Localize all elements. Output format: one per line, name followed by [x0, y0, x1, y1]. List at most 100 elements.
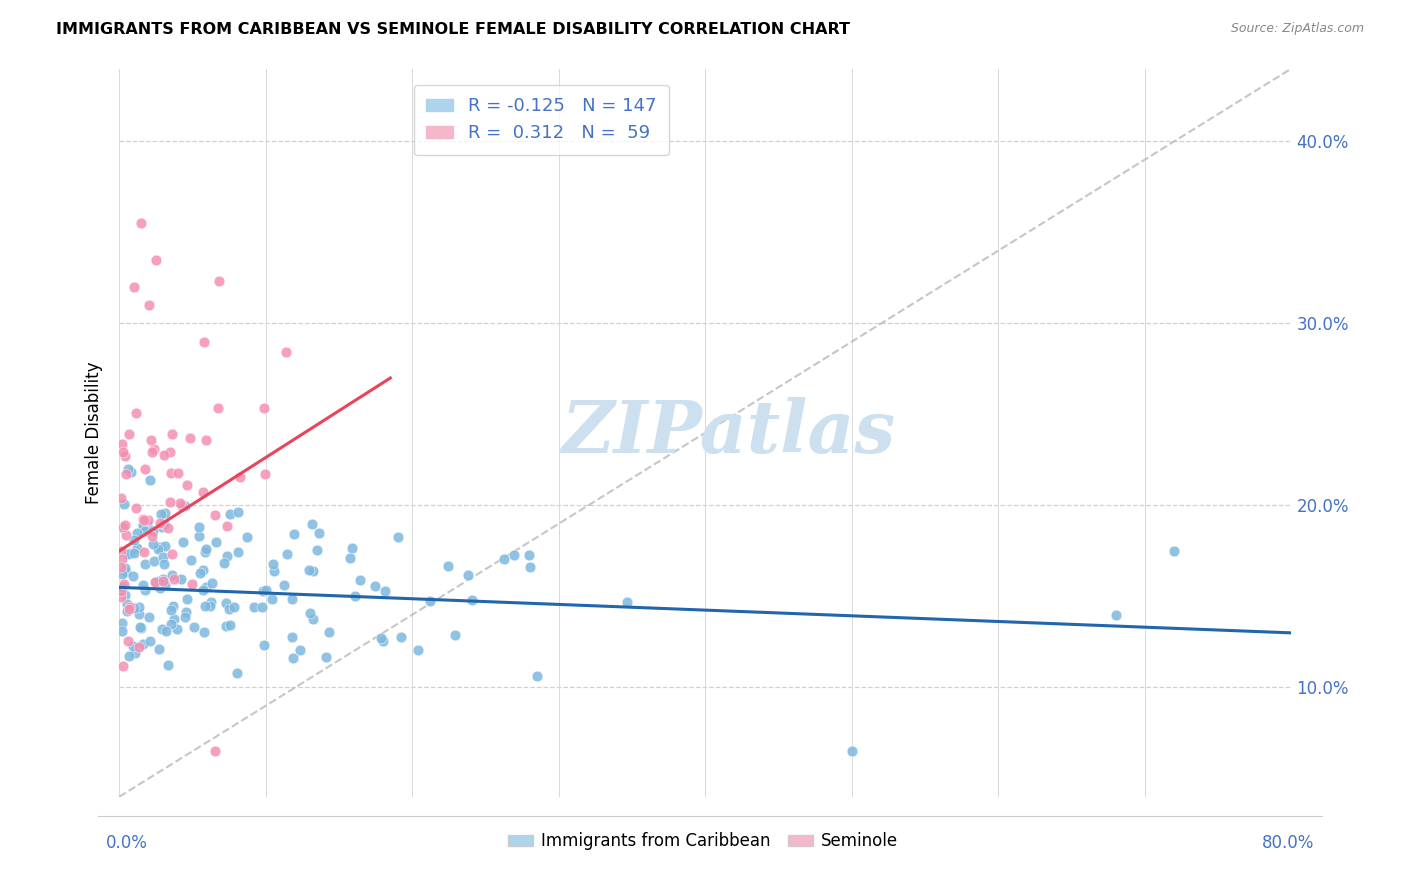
- Point: [444, 628, 467, 642]
- Point: [129, 622, 152, 636]
- Point: [120, 600, 142, 615]
- Point: [173, 610, 195, 624]
- Point: [162, 599, 184, 613]
- Point: [122, 545, 145, 559]
- Point: [342, 541, 364, 556]
- Text: 0.0%: 0.0%: [105, 834, 148, 852]
- Point: [132, 517, 155, 532]
- Point: [235, 530, 257, 544]
- Point: [155, 624, 177, 639]
- Point: [179, 431, 201, 445]
- Point: [110, 560, 132, 574]
- Y-axis label: Female Disability: Female Disability: [86, 361, 103, 504]
- Point: [125, 500, 148, 515]
- Point: [112, 445, 135, 459]
- Point: [191, 484, 214, 499]
- Point: [841, 744, 863, 758]
- Point: [222, 600, 245, 615]
- Point: [132, 637, 155, 651]
- Point: [288, 642, 311, 657]
- Point: [207, 401, 229, 415]
- Point: [114, 588, 136, 602]
- Point: [204, 508, 226, 522]
- Point: [118, 601, 141, 615]
- Point: [517, 548, 540, 562]
- Point: [170, 499, 193, 513]
- Point: [205, 535, 228, 549]
- Point: [125, 406, 148, 420]
- Point: [160, 617, 183, 632]
- Point: [117, 634, 139, 648]
- Point: [110, 544, 132, 558]
- Point: [143, 553, 166, 567]
- Point: [162, 567, 184, 582]
- Point: [181, 576, 204, 591]
- Point: [274, 344, 297, 359]
- Point: [176, 477, 198, 491]
- Point: [194, 599, 217, 613]
- Point: [437, 559, 460, 574]
- Point: [115, 597, 138, 611]
- Point: [132, 512, 155, 526]
- Point: [188, 566, 211, 581]
- Point: [389, 630, 412, 644]
- Point: [114, 528, 136, 542]
- Point: [218, 617, 240, 632]
- Point: [121, 569, 143, 583]
- Point: [198, 599, 221, 613]
- Point: [219, 507, 242, 521]
- Point: [138, 473, 160, 487]
- Point: [149, 540, 172, 554]
- Point: [262, 558, 284, 572]
- Point: [191, 583, 214, 598]
- Point: [183, 620, 205, 634]
- Point: [148, 574, 170, 589]
- Point: [281, 650, 304, 665]
- Point: [111, 552, 134, 566]
- Point: [134, 524, 156, 538]
- Point: [226, 545, 249, 559]
- Point: [301, 516, 323, 531]
- Point: [461, 593, 484, 607]
- Point: [148, 642, 170, 657]
- Point: [344, 590, 367, 604]
- Point: [143, 442, 166, 456]
- Point: [112, 577, 135, 591]
- Point: [307, 543, 329, 558]
- Point: [457, 568, 479, 582]
- Point: [122, 639, 145, 653]
- Point: [111, 579, 134, 593]
- Point: [145, 252, 167, 267]
- Point: [139, 433, 162, 447]
- Point: [281, 631, 304, 645]
- Point: [194, 545, 217, 559]
- Point: [143, 575, 166, 590]
- Point: [150, 507, 173, 521]
- Legend: Immigrants from Caribbean, Seminole: Immigrants from Caribbean, Seminole: [499, 824, 907, 859]
- Point: [370, 631, 392, 645]
- Point: [215, 519, 238, 533]
- Point: [283, 526, 305, 541]
- Point: [145, 575, 167, 590]
- Point: [159, 445, 181, 459]
- Point: [152, 574, 174, 588]
- Point: [160, 603, 183, 617]
- Point: [302, 564, 325, 578]
- Point: [194, 542, 217, 557]
- Point: [526, 669, 548, 683]
- Point: [194, 433, 217, 447]
- Point: [250, 600, 273, 615]
- Point: [160, 426, 183, 441]
- Text: IMMIGRANTS FROM CARIBBEAN VS SEMINOLE FEMALE DISABILITY CORRELATION CHART: IMMIGRANTS FROM CARIBBEAN VS SEMINOLE FE…: [56, 22, 851, 37]
- Point: [299, 607, 322, 621]
- Point: [128, 640, 150, 654]
- Point: [129, 216, 152, 230]
- Point: [215, 618, 238, 632]
- Point: [150, 520, 173, 534]
- Point: [492, 551, 515, 566]
- Text: Source: ZipAtlas.com: Source: ZipAtlas.com: [1230, 22, 1364, 36]
- Point: [215, 549, 238, 564]
- Point: [163, 612, 186, 626]
- Point: [152, 516, 174, 531]
- Point: [374, 584, 396, 599]
